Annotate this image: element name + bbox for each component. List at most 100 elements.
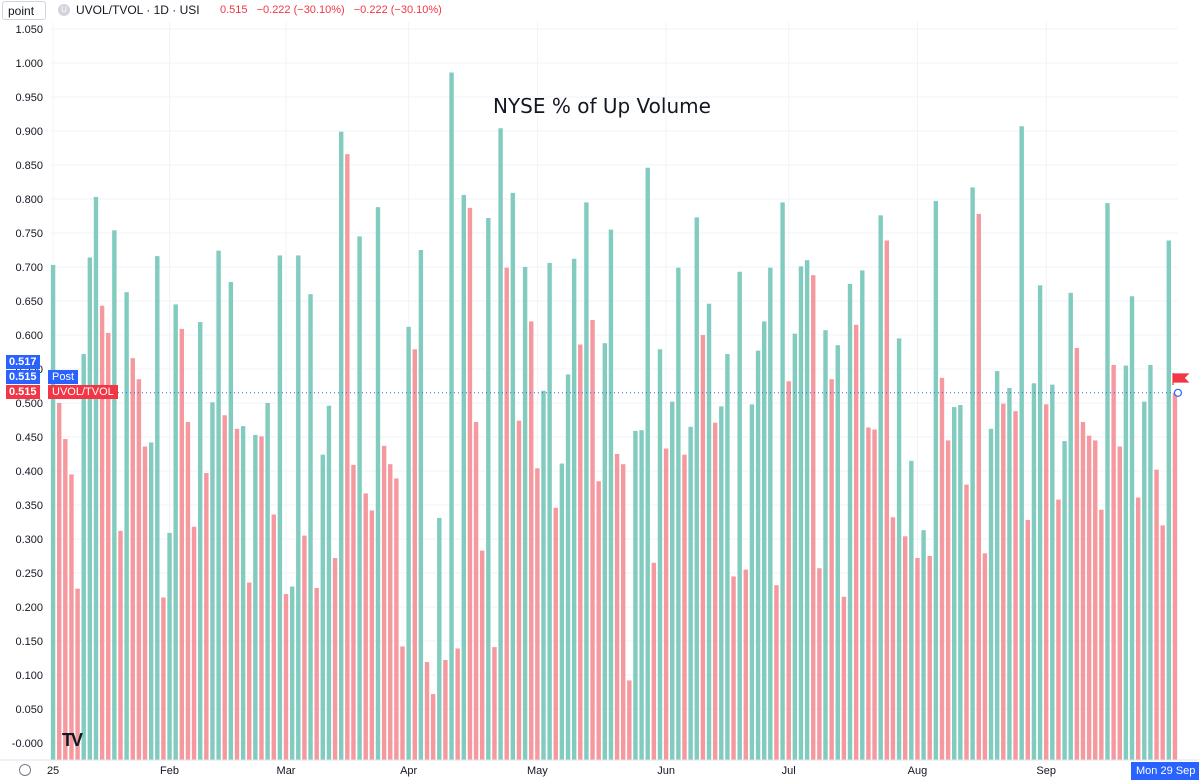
bar: [725, 354, 730, 760]
y-tick-label: 0.100: [15, 670, 43, 682]
bar: [124, 292, 129, 760]
x-tick-label: Jun: [657, 765, 675, 777]
bar: [161, 597, 166, 760]
bar: [1172, 392, 1178, 760]
bar: [136, 379, 142, 760]
symbol-search-input[interactable]: point: [2, 1, 46, 20]
post-price-tag: 0.517: [6, 355, 40, 369]
bar: [578, 344, 583, 760]
bar: [1123, 365, 1129, 760]
bar: [87, 257, 93, 760]
bar: [1074, 347, 1080, 760]
bar: [148, 442, 154, 760]
bar: [259, 436, 264, 760]
bar: [302, 535, 307, 760]
bar: [1086, 435, 1092, 760]
bar: [584, 202, 589, 760]
settings-gear-icon[interactable]: [19, 764, 31, 776]
bar: [639, 430, 644, 760]
bar: [602, 343, 608, 760]
bar: [915, 558, 920, 760]
bar: [1068, 292, 1073, 760]
y-tick-label: 1.000: [15, 58, 43, 70]
bar: [958, 405, 963, 760]
bar: [185, 422, 191, 760]
bar: [1080, 422, 1086, 760]
bar: [516, 420, 522, 760]
series-price-tag: 0.515: [6, 385, 40, 399]
bar: [988, 428, 994, 760]
bar: [786, 381, 791, 760]
bar: [565, 374, 571, 760]
bar: [547, 262, 552, 760]
y-tick-label: 0.850: [15, 160, 43, 172]
bar: [406, 326, 411, 760]
bar: [774, 585, 779, 760]
series-title[interactable]: UVOL/TVOL · 1D · USI: [76, 3, 200, 17]
bar: [498, 128, 503, 760]
bar: [694, 217, 699, 761]
bar: [1025, 519, 1031, 760]
bar: [1037, 285, 1043, 760]
x-tick-label: Jul: [782, 765, 796, 777]
bar: [553, 507, 558, 760]
bar: [712, 422, 718, 760]
bar: [345, 154, 350, 760]
bar: [283, 594, 289, 760]
bar: [571, 258, 577, 760]
bar: [473, 422, 479, 760]
bar: [197, 322, 203, 760]
bar: [994, 371, 1000, 760]
bar: [271, 514, 276, 760]
bar: [719, 406, 724, 760]
y-tick-label: 0.700: [15, 262, 43, 274]
bar: [81, 354, 86, 760]
bar: [338, 131, 344, 760]
y-tick-label: 0.750: [15, 228, 43, 240]
bar: [909, 460, 914, 760]
bar: [933, 201, 939, 761]
bar: [939, 377, 945, 760]
bar: [455, 648, 460, 760]
bar: [688, 426, 693, 760]
bar: [234, 428, 240, 760]
x-tick-label: Mar: [277, 765, 296, 777]
flag-icon[interactable]: [1172, 373, 1190, 385]
y-tick-label: 0.250: [15, 568, 43, 580]
bar: [1050, 384, 1055, 760]
y-tick-label: 0.450: [15, 432, 43, 444]
bar: [69, 474, 74, 760]
bar: [1007, 388, 1012, 760]
y-tick-label: 0.650: [15, 296, 43, 308]
bar: [970, 187, 975, 760]
chart-title: NYSE % of Up Volume: [493, 94, 711, 118]
bar: [289, 586, 295, 760]
y-tick-label: 0.150: [15, 636, 43, 648]
bar: [835, 345, 840, 760]
bar: [1099, 509, 1104, 760]
x-axis-area: [0, 760, 1199, 780]
bar: [461, 194, 467, 761]
bar: [792, 333, 798, 760]
bar: [265, 403, 270, 760]
bar: [921, 530, 926, 760]
bar: [1154, 469, 1159, 760]
bar: [596, 481, 601, 760]
bar: [173, 304, 178, 760]
bar: [706, 303, 712, 760]
bar: [142, 446, 148, 760]
x-tick-label: Feb: [160, 765, 179, 777]
bar: [228, 281, 234, 760]
chart-header: point U UVOL/TVOL · 1D · USI 0.515 −0.22…: [0, 0, 600, 22]
bar: [1013, 411, 1018, 760]
bar: [1105, 203, 1110, 760]
bar: [296, 255, 301, 760]
last-point-marker: [1173, 388, 1183, 397]
bar: [798, 266, 804, 760]
bar: [866, 427, 871, 760]
bar: [1062, 441, 1067, 760]
bar: [204, 473, 209, 760]
bar: [541, 390, 546, 760]
bar: [1019, 126, 1024, 761]
